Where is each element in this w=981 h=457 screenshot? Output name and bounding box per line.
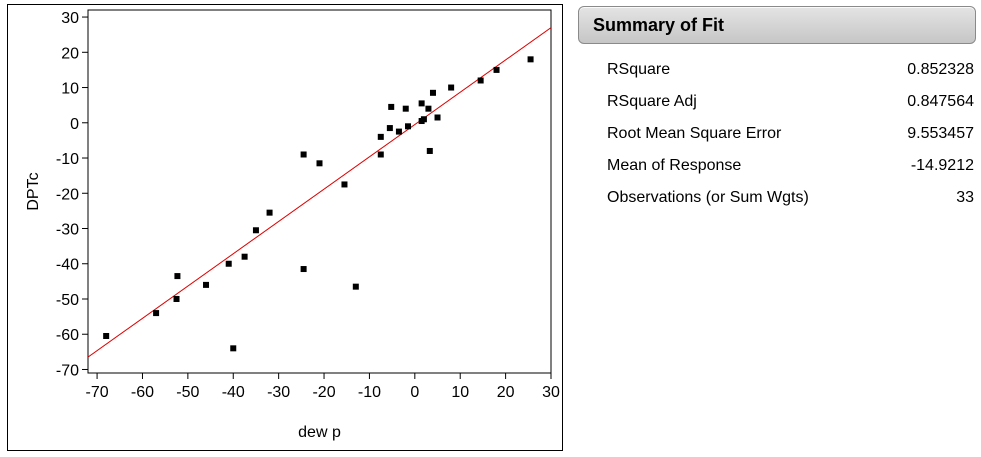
summary-row-value: 0.847564 [907, 93, 974, 110]
x-axis-label: dew p [298, 424, 341, 441]
x-tick-label: -60 [131, 384, 154, 401]
y-tick-label: 0 [70, 116, 79, 133]
summary-row-value: -14.9212 [910, 157, 974, 174]
y-tick-label: -10 [56, 151, 79, 168]
y-axis-label: DPTc [25, 172, 42, 210]
data-point [300, 151, 307, 158]
y-tick-label: -40 [56, 257, 79, 274]
summary-of-fit-table: RSquare 0.852328 RSquare Adj 0.847564 Ro… [578, 54, 976, 214]
summary-row-rmse: Root Mean Square Error 9.553457 [578, 118, 976, 150]
summary-of-fit-title: Summary of Fit [593, 14, 725, 35]
data-point [493, 66, 500, 73]
data-point [448, 84, 455, 91]
data-point [225, 260, 232, 267]
data-point [377, 151, 384, 158]
data-point [266, 209, 273, 216]
x-tick-label: -20 [312, 384, 335, 401]
data-point [341, 181, 348, 188]
summary-row-label: Root Mean Square Error [607, 125, 782, 142]
y-tick-label: 20 [61, 45, 79, 62]
summary-row-observations: Observations (or Sum Wgts) 33 [578, 182, 976, 214]
y-tick-label: -60 [56, 327, 79, 344]
data-point [395, 128, 402, 135]
summary-row-rsquare: RSquare 0.852328 [578, 54, 976, 86]
y-tick-label: -70 [56, 362, 79, 379]
data-point [174, 273, 181, 280]
x-tick-label: 30 [542, 384, 560, 401]
x-tick-label: -10 [358, 384, 381, 401]
summary-of-fit-panel: Summary of Fit RSquare 0.852328 RSquare … [578, 6, 976, 214]
scatter-plot: -70 -60 -50 -40 -30 -20 -10 0 10 20 30 -70 -60 -50 -40… [25, 9, 560, 441]
data-point [426, 147, 433, 154]
y-tick-label: -20 [56, 186, 79, 203]
x-tick-label: 20 [497, 384, 515, 401]
x-tick-label: -50 [176, 384, 199, 401]
data-point [402, 105, 409, 112]
fit-line [88, 27, 551, 358]
data-point [388, 103, 395, 110]
summary-row-rsquare-adj: RSquare Adj 0.847564 [578, 86, 976, 118]
x-tick-label: 0 [410, 384, 419, 401]
data-point [316, 160, 323, 167]
summary-row-label: Observations (or Sum Wgts) [607, 189, 809, 206]
x-tick-label: -70 [86, 384, 109, 401]
data-point [252, 227, 259, 234]
y-tick-label: -50 [56, 292, 79, 309]
data-point [420, 116, 427, 123]
data-point [429, 89, 436, 96]
y-tick-label: 10 [61, 81, 79, 98]
data-point [425, 105, 432, 112]
summary-row-label: RSquare [607, 61, 671, 78]
data-point [434, 114, 441, 121]
summary-row-label: Mean of Response [607, 157, 742, 174]
data-point [386, 125, 393, 132]
summary-row-value: 33 [956, 189, 974, 206]
y-tick-label: -30 [56, 222, 79, 239]
data-point [477, 77, 484, 84]
summary-row-label: RSquare Adj [607, 93, 697, 110]
x-tick-label: -30 [267, 384, 290, 401]
summary-of-fit-header[interactable]: Summary of Fit [578, 6, 976, 44]
data-point [173, 295, 180, 302]
scatter-plot-frame: -70 -60 -50 -40 -30 -20 -10 0 10 20 30 -70 -60 -50 -40… [7, 4, 563, 451]
y-tick-label: 30 [61, 10, 79, 27]
plot-area-border [87, 9, 552, 374]
data-point [153, 310, 160, 317]
data-point [377, 133, 384, 140]
data-point [300, 266, 307, 273]
data-point [230, 345, 237, 352]
data-point [203, 281, 210, 288]
x-tick-label: -40 [222, 384, 245, 401]
data-point [241, 253, 248, 260]
summary-row-mean-response: Mean of Response -14.9212 [578, 150, 976, 182]
data-point [405, 123, 412, 130]
summary-row-value: 9.553457 [907, 125, 974, 142]
x-tick-label: 10 [451, 384, 469, 401]
data-point [103, 332, 110, 339]
data-point [418, 100, 425, 107]
data-point [527, 56, 534, 63]
data-point [352, 283, 359, 290]
summary-row-value: 0.852328 [907, 61, 974, 78]
